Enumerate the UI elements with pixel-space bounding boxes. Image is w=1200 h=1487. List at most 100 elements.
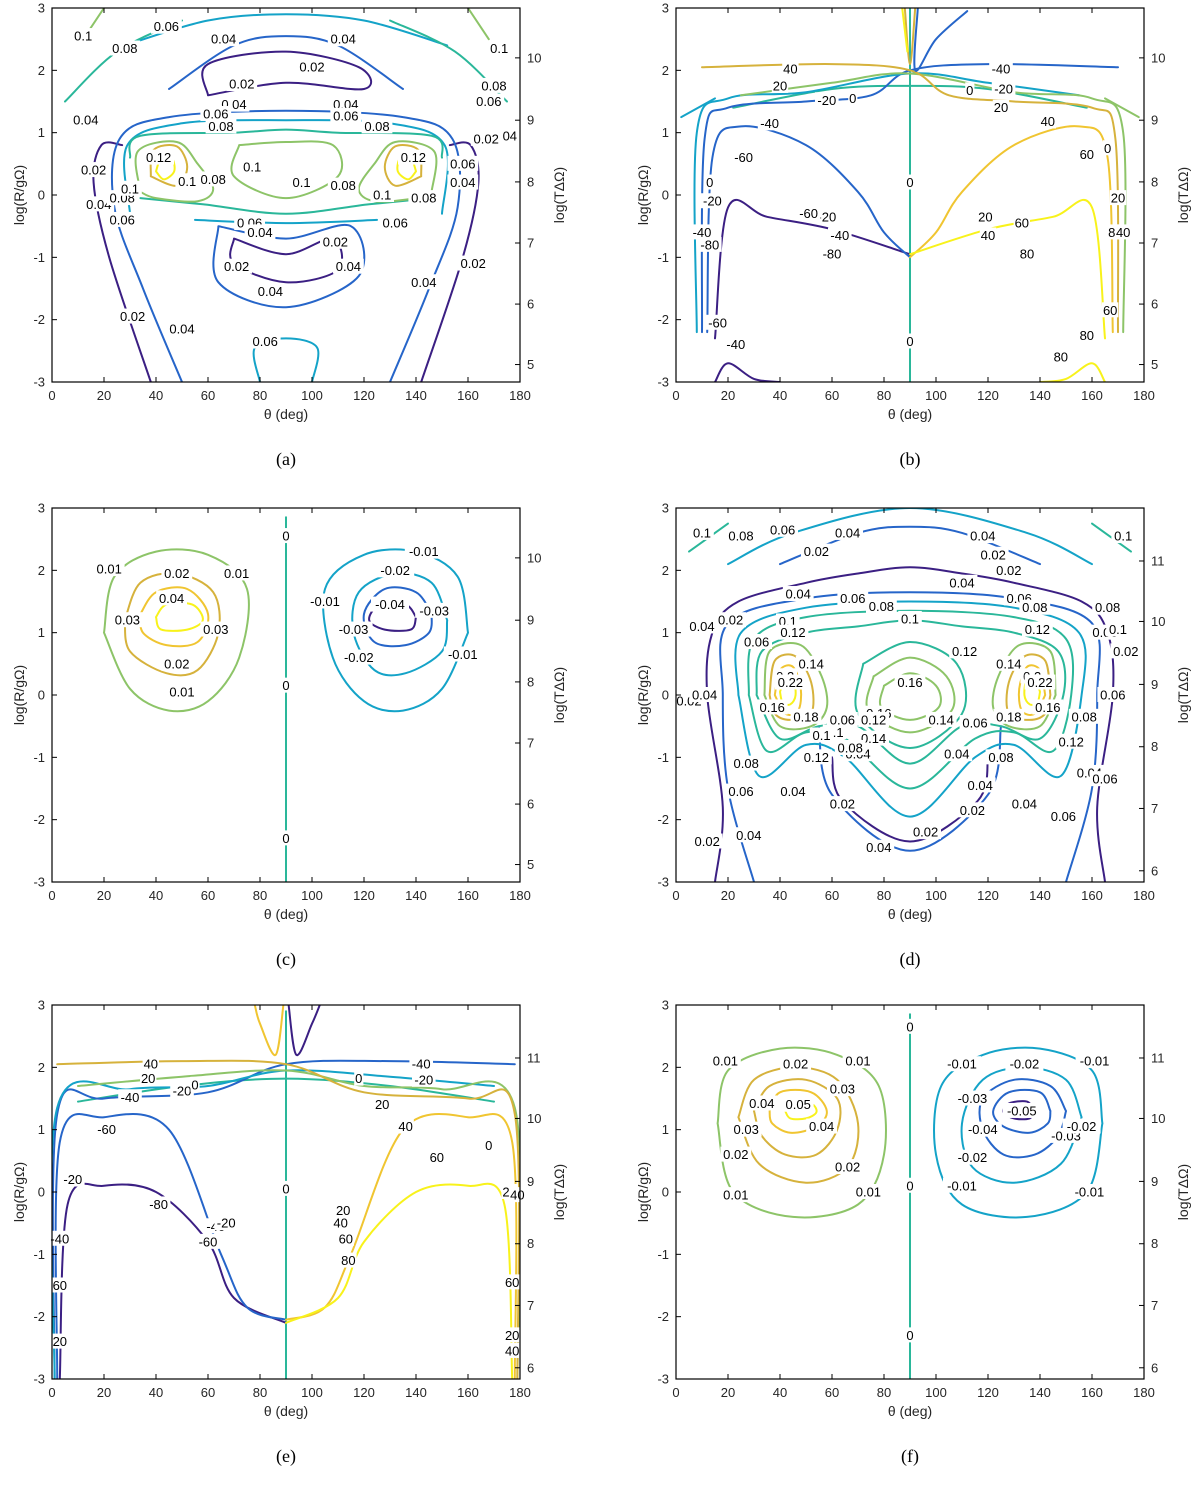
contour-label: 0.06 bbox=[830, 712, 855, 727]
contour-label: 0.04 bbox=[336, 259, 361, 274]
contour-label: 0.04 bbox=[968, 778, 993, 793]
contour-label: 0 bbox=[706, 175, 713, 190]
contour-label: 0.03 bbox=[203, 622, 228, 637]
y2-tick-label: 6 bbox=[1151, 1360, 1158, 1375]
contour-label-bg bbox=[1097, 687, 1129, 702]
y-tick-label: 1 bbox=[662, 1122, 669, 1137]
contour-label: 0.06 bbox=[476, 94, 501, 109]
contour-line bbox=[420, 141, 480, 382]
contour-label-bg bbox=[118, 1089, 142, 1105]
contour-label-bg bbox=[733, 827, 765, 843]
contour-label-bg bbox=[170, 1083, 194, 1099]
contour-label: 0.01 bbox=[713, 1054, 738, 1069]
contour-label: -0.04 bbox=[375, 597, 405, 612]
contour-label-bg bbox=[959, 715, 991, 731]
contour-line bbox=[933, 1046, 1104, 1219]
contour-label-bg bbox=[48, 1230, 72, 1246]
y-tick-label: 0 bbox=[662, 188, 669, 203]
contour-label-bg bbox=[705, 174, 715, 190]
x-tick-label: 100 bbox=[301, 1385, 323, 1400]
contour-label: 0.02 bbox=[120, 309, 145, 324]
contour-label-bg bbox=[374, 1096, 391, 1112]
contour-label-bg bbox=[991, 81, 1016, 97]
contour-label-bg bbox=[837, 590, 869, 606]
panel-caption: (b) bbox=[900, 449, 921, 470]
y2-tick-label: 8 bbox=[1151, 1236, 1158, 1251]
contour-label: 0.05 bbox=[786, 1097, 811, 1112]
contour-label-bg bbox=[376, 562, 415, 578]
contour-label-bg bbox=[443, 646, 482, 662]
contour-label-bg bbox=[953, 1149, 992, 1165]
contour-label: -0.01 bbox=[947, 1057, 977, 1072]
contour-panel: 0.1 0.08 0.06 0.04 0.04 0.10.02 0.020.020.040.… bbox=[635, 501, 1191, 971]
contour-label: 0.1 bbox=[243, 159, 261, 174]
contour-label: 20 bbox=[141, 1071, 155, 1086]
contour-label-bg bbox=[161, 655, 193, 671]
contour-label: 0.1 bbox=[1109, 622, 1127, 637]
contour-line bbox=[680, 97, 716, 119]
contour-label: 0.02 bbox=[718, 613, 743, 628]
contour-line bbox=[727, 508, 1093, 566]
panel-caption: (a) bbox=[276, 449, 296, 470]
y2-tick-label: 10 bbox=[527, 550, 541, 565]
contour-label-bg bbox=[777, 783, 809, 799]
contour-label: 0.08 bbox=[1022, 600, 1047, 615]
contour-label: 0.06 bbox=[110, 212, 135, 227]
contour-label: 0.06 bbox=[333, 108, 358, 123]
contour-label: 0 bbox=[906, 334, 913, 349]
contour-label-bg bbox=[858, 730, 889, 746]
contour-label-bg bbox=[1068, 708, 1100, 724]
y-tick-label: 2 bbox=[662, 563, 669, 578]
contour-label: 0.02 bbox=[804, 544, 829, 559]
contour-label-bg bbox=[967, 528, 999, 544]
contour-label-bg bbox=[842, 1053, 874, 1069]
x-tick-label: 60 bbox=[201, 388, 215, 403]
contour-label-bg bbox=[509, 1187, 526, 1203]
contour-label-bg bbox=[1089, 771, 1121, 787]
y-tick-label: -2 bbox=[657, 312, 669, 327]
contour-label: -0.03 bbox=[339, 622, 369, 637]
contour-label: -0.01 bbox=[947, 1178, 977, 1193]
contour-label: 0.02 bbox=[695, 834, 720, 849]
contour-label: 0.08 bbox=[201, 172, 226, 187]
contour-label: 0.02 bbox=[323, 234, 348, 249]
contour-label-bg bbox=[281, 677, 291, 693]
contour-label: 40 bbox=[398, 1119, 412, 1134]
x-tick-label: 140 bbox=[1029, 1385, 1051, 1400]
x-tick-label: 160 bbox=[1081, 1385, 1103, 1400]
x-tick-label: 0 bbox=[672, 888, 679, 903]
contour-label-bg bbox=[484, 1137, 494, 1153]
contour-label-bg bbox=[965, 82, 975, 98]
contour-label-bg bbox=[281, 1180, 291, 1196]
contour-label-bg bbox=[118, 180, 142, 196]
x-tick-label: 20 bbox=[97, 388, 111, 403]
contour-label-bg bbox=[1048, 808, 1079, 824]
contour-label: 0.02 bbox=[830, 797, 855, 812]
contour-label: 0.08 bbox=[838, 740, 863, 755]
contour-label-bg bbox=[985, 749, 1017, 765]
x-axis-title: θ (deg) bbox=[888, 1403, 932, 1419]
contour-label-bg bbox=[487, 40, 511, 56]
contour-label-bg bbox=[415, 602, 454, 618]
contour-label-bg bbox=[1005, 1056, 1044, 1072]
contour-label-bg bbox=[408, 190, 440, 206]
contour-label: 0.08 bbox=[112, 41, 137, 56]
contour-label: 0 bbox=[355, 1071, 362, 1086]
contour-line bbox=[903, 8, 917, 66]
contour-label-bg bbox=[853, 1184, 884, 1199]
y-tick-label: 0 bbox=[662, 688, 669, 703]
contour-label-bg bbox=[200, 621, 232, 637]
contour-label: 0.14 bbox=[861, 731, 886, 746]
contour-label: 60 bbox=[1080, 147, 1094, 162]
contour-label-bg bbox=[296, 59, 328, 75]
contour-line bbox=[253, 1005, 285, 1056]
contour-label: 20 bbox=[505, 1328, 519, 1343]
y-tick-label: -1 bbox=[33, 1247, 45, 1262]
contour-label: 0.06 bbox=[728, 784, 753, 799]
contour-label-bg bbox=[832, 524, 863, 540]
contour-label: -20 bbox=[703, 194, 722, 209]
contour-label: 0.06 bbox=[383, 216, 408, 231]
y-tick-label: -2 bbox=[33, 1309, 45, 1324]
contour-label-bg bbox=[949, 643, 980, 659]
contour-label: -20 bbox=[63, 1172, 82, 1187]
